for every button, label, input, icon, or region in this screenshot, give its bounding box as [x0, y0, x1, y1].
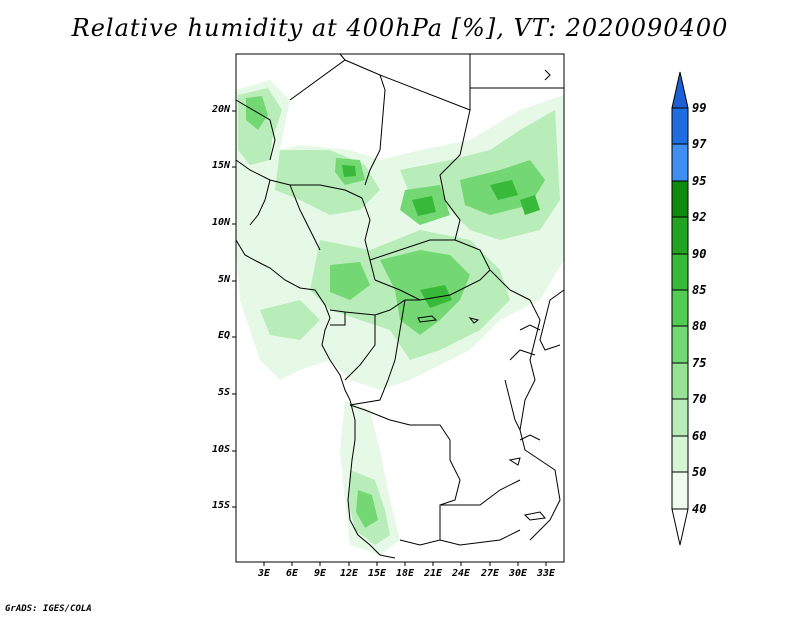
colorbar-swatch-80-85	[671, 289, 689, 327]
lat-tick-label: 20N	[211, 104, 230, 115]
lat-tick-label: EQ	[217, 330, 230, 341]
colorbar-swatch-50-60	[671, 435, 689, 473]
lat-tick-label: 15S	[211, 500, 230, 511]
colorbar-swatch-70-75	[671, 362, 689, 400]
colorbar-label: 95	[692, 174, 707, 188]
lat-tick-label: 15N	[211, 160, 230, 171]
colorbar-label: 75	[692, 356, 707, 370]
colorbar-label: 50	[692, 465, 707, 479]
colorbar	[671, 71, 689, 546]
lon-tick-label: 24E	[451, 568, 471, 579]
colorbar-swatch-85-90	[671, 253, 689, 291]
lon-tick-label: 27E	[480, 568, 500, 579]
colorbar-label: 60	[692, 429, 707, 443]
lat-tick-label: 5S	[217, 387, 230, 398]
colorbar-label: 85	[692, 283, 707, 297]
lon-tick-label: 15E	[367, 568, 387, 579]
lon-tick-label: 21E	[423, 568, 443, 579]
lon-tick-label: 9E	[313, 568, 327, 579]
axis-ticks	[232, 110, 547, 566]
colorbar-top-arrow	[671, 71, 689, 109]
map-title: Relative humidity at 400hPa [%], VT: 202…	[71, 14, 729, 42]
colorbar-label: 80	[692, 319, 707, 333]
colorbar-swatch-60-70	[671, 398, 689, 437]
lat-tick-label: 10S	[211, 444, 230, 455]
colorbar-bottom-arrow	[671, 508, 689, 546]
lon-tick-label: 30E	[508, 568, 528, 579]
colorbar-swatch-75-80	[671, 325, 689, 364]
map-frame	[235, 53, 565, 563]
colorbar-label: 40	[692, 502, 707, 516]
lon-tick-label: 6E	[285, 568, 299, 579]
colorbar-label: 70	[692, 392, 707, 406]
colorbar-swatch-97-99	[671, 107, 689, 145]
humidity-shading	[236, 80, 564, 555]
lon-tick-label: 33E	[536, 568, 556, 579]
lat-tick-label: 10N	[211, 217, 230, 228]
lon-tick-label: 12E	[339, 568, 359, 579]
colorbar-label: 99	[692, 101, 707, 115]
colorbar-label: 90	[692, 247, 707, 261]
colorbar-label: 97	[692, 137, 707, 151]
colorbar-swatch-95-97	[671, 143, 689, 182]
colorbar-label: 92	[692, 210, 707, 224]
colorbar-swatch-40-50	[671, 471, 689, 510]
lon-tick-label: 18E	[395, 568, 415, 579]
lon-tick-label: 3E	[257, 568, 271, 579]
country-borders	[235, 53, 565, 559]
colorbar-swatch-90-92	[671, 216, 689, 255]
grads-credit: GrADS: IGES/COLA	[5, 604, 92, 614]
lat-tick-label: 5N	[217, 274, 230, 285]
colorbar-swatch-92-95	[671, 180, 689, 218]
